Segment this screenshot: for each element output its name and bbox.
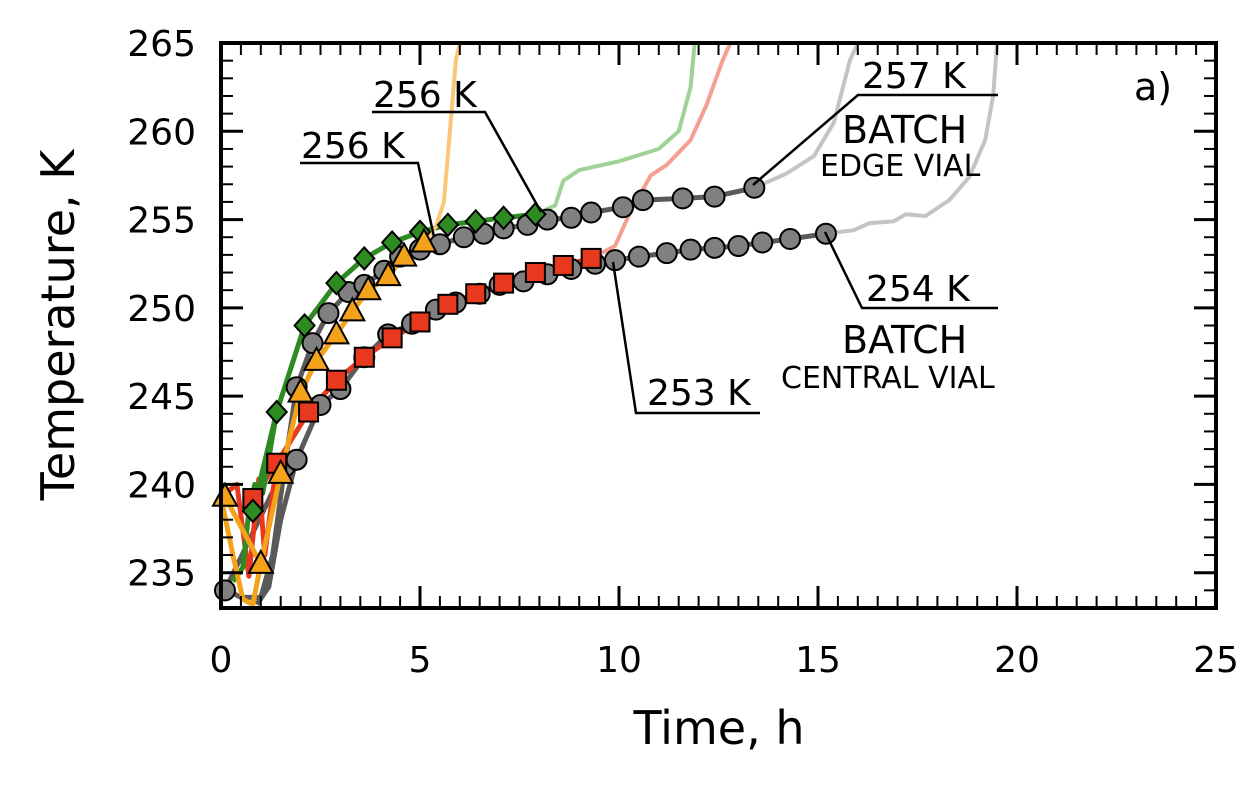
data-point-circle xyxy=(452,226,475,249)
data-point-triangle xyxy=(322,319,351,345)
data-point-diamond xyxy=(436,212,460,238)
data-point-diamond xyxy=(380,230,404,256)
data-point-square xyxy=(353,346,375,368)
x-tick-label: 20 xyxy=(994,640,1040,681)
data-point-circle xyxy=(751,231,774,254)
y-tick-label: 240 xyxy=(127,465,196,506)
data-point-square xyxy=(437,293,459,315)
y-tick-label: 235 xyxy=(127,554,196,595)
data-point-circle xyxy=(703,236,726,259)
data-point-square xyxy=(493,272,515,294)
series-tail-line xyxy=(825,42,1000,236)
data-point-triangle xyxy=(374,260,402,287)
data-point-square xyxy=(465,283,487,305)
plot-frame xyxy=(219,41,1218,610)
x-tick-label: 5 xyxy=(409,640,432,681)
annotation-leader-line xyxy=(823,231,998,310)
data-point-diamond xyxy=(352,245,376,271)
x-tick-label: 10 xyxy=(596,640,642,681)
data-point-diamond xyxy=(325,270,348,296)
data-point-circle xyxy=(285,448,308,471)
annotation-254k: 254 K xyxy=(866,269,971,310)
y-tick-label: 255 xyxy=(127,201,196,242)
x-axis-title: Time, h xyxy=(633,701,805,755)
data-point-circle xyxy=(213,579,236,602)
annotation-batch-edge: BATCH xyxy=(842,108,967,152)
data-point-triangle xyxy=(267,458,295,484)
data-point-circle xyxy=(779,227,802,250)
tick-labels: 0 5 10 15 20 25 235 240 245 250 255 260 265 xyxy=(127,24,1239,681)
annotation-257k: 257 K xyxy=(862,56,967,97)
series-tail-line xyxy=(753,42,860,190)
annotation-batch-central: BATCH xyxy=(842,318,967,362)
panel-label: a) xyxy=(1134,65,1172,109)
annotation-leaders xyxy=(300,93,998,415)
data-point-circle xyxy=(627,245,650,268)
annotation-leader-line xyxy=(752,93,998,186)
series-tail-line xyxy=(534,42,697,217)
data-point-circle xyxy=(611,196,634,219)
data-point-triangle xyxy=(410,227,438,253)
y-tick-label: 260 xyxy=(127,112,196,153)
data-point-triangle xyxy=(338,296,367,322)
data-point-square xyxy=(381,327,403,349)
data-point-circle xyxy=(703,185,726,208)
y-tick-label: 245 xyxy=(127,377,196,418)
data-point-circle xyxy=(655,242,678,265)
annotation-256k-orange: 256 K xyxy=(301,126,406,167)
data-point-circle xyxy=(631,189,654,212)
y-axis-title: Temperature, K xyxy=(31,148,85,502)
data-point-triangle xyxy=(247,548,275,574)
series-tail-line xyxy=(422,42,462,244)
data-point-triangle xyxy=(390,241,418,267)
data-point-square xyxy=(552,254,574,276)
data-point-square xyxy=(409,311,431,333)
data-point-diamond xyxy=(293,313,316,338)
annotation-edge-vial: EDGE VIAL xyxy=(820,149,981,184)
data-point-square xyxy=(298,401,320,423)
y-tick-label: 250 xyxy=(127,289,196,330)
annotation-central-vial: CENTRAL VIAL xyxy=(781,361,995,396)
data-point-circle xyxy=(560,206,583,229)
x-tick-label: 25 xyxy=(1193,640,1239,681)
data-point-circle xyxy=(580,201,603,224)
data-point-triangle xyxy=(211,481,239,507)
annotation-256k-green: 256 K xyxy=(373,75,478,116)
y-tick-label: 265 xyxy=(127,24,196,65)
data-point-diamond xyxy=(265,399,289,425)
data-point-circle xyxy=(743,176,766,199)
data-point-diamond xyxy=(464,208,488,234)
x-tick-label: 15 xyxy=(795,640,841,681)
data-point-triangle xyxy=(286,377,315,403)
data-point-circle xyxy=(671,187,694,210)
data-point-square xyxy=(524,262,546,284)
data-point-circle xyxy=(727,235,750,258)
annotation-leader-line xyxy=(611,261,760,415)
data-point-triangle xyxy=(302,345,331,371)
data-point-diamond xyxy=(241,498,265,524)
annotation-leader-line xyxy=(300,161,436,238)
annotation-leader-line xyxy=(372,110,543,213)
data-point-diamond xyxy=(492,205,515,231)
data-point-triangle xyxy=(354,275,382,301)
series-line xyxy=(218,240,426,607)
data-point-circle xyxy=(679,238,702,261)
series-tail-line xyxy=(590,42,733,261)
data-point-square xyxy=(325,369,347,391)
data-point-circle xyxy=(317,302,340,325)
data-point-square xyxy=(580,247,602,269)
x-tick-label: 0 xyxy=(210,640,233,681)
annotation-253k: 253 K xyxy=(647,373,752,414)
